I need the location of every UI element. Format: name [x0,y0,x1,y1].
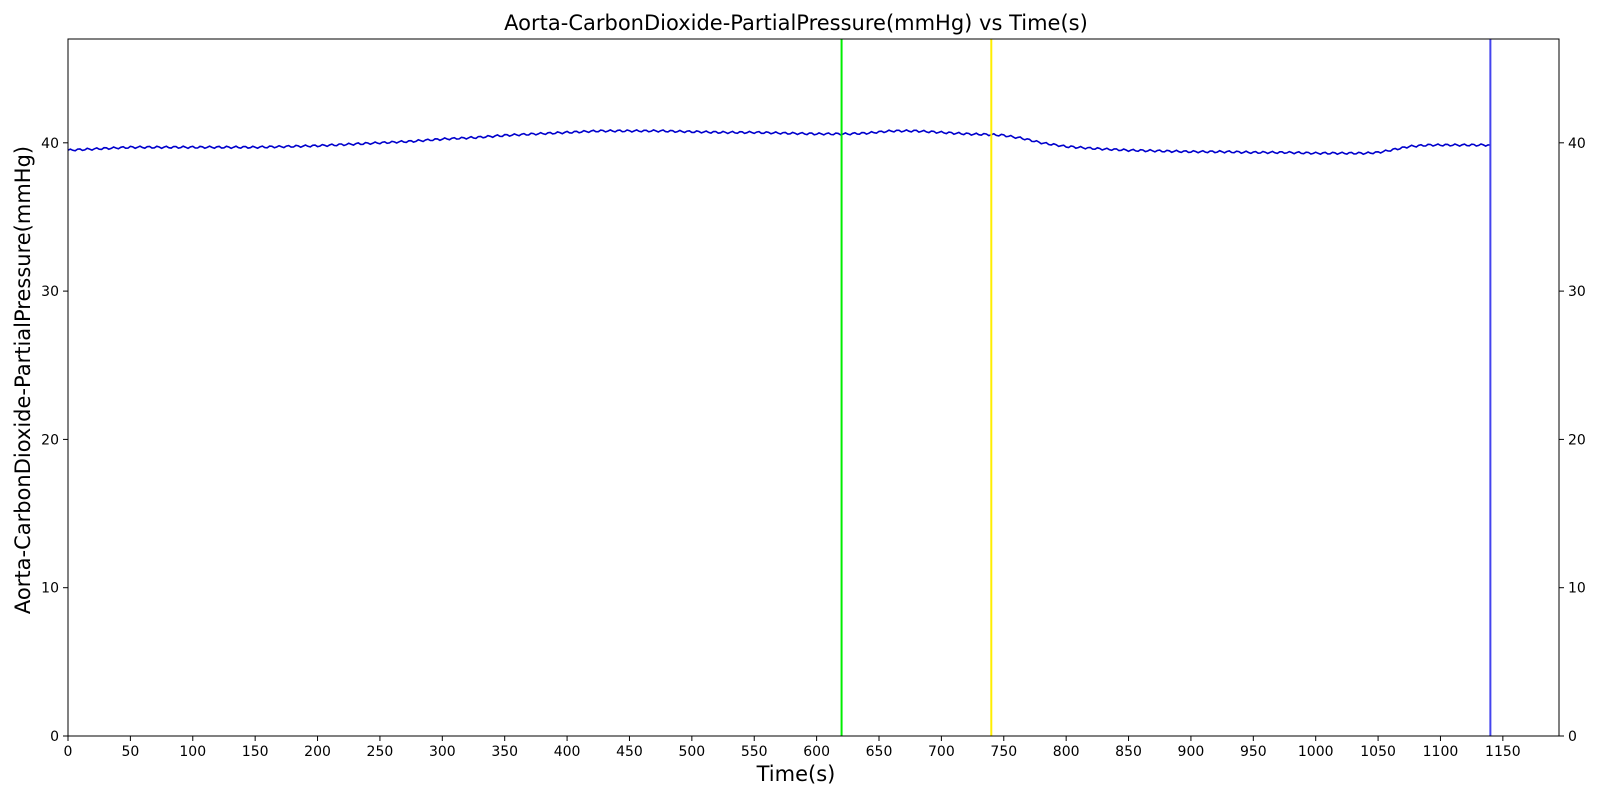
y-right-tick-label: 40 [1568,136,1586,152]
x-tick-label: 950 [1240,744,1267,760]
plot-area [67,39,1492,736]
x-axis-label: Time(s) [756,762,836,786]
x-tick-label: 300 [429,744,456,760]
x-tick-label: 800 [1053,744,1080,760]
y-axis-label: Aorta-CarbonDioxide-PartialPressure(mmHg… [11,146,35,614]
y-tick-label: 30 [41,284,59,300]
x-tick-label: 150 [242,744,269,760]
x-tick-label: 400 [554,744,581,760]
x-tick-label: 900 [1178,744,1205,760]
x-tick-label: 50 [121,744,139,760]
x-tick-label: 1100 [1423,744,1459,760]
series-line-0 [67,129,1491,156]
y-right-tick-label: 10 [1568,581,1586,597]
x-tick-label: 1000 [1298,744,1334,760]
x-tick-label: 550 [741,744,768,760]
x-tick-label: 200 [304,744,331,760]
x-tick-label: 600 [803,744,830,760]
x-tick-label: 650 [866,744,893,760]
x-tick-label: 700 [928,744,955,760]
y-tick-label: 0 [50,729,59,745]
y-right-tick-label: 20 [1568,432,1586,448]
chart-title: Aorta-CarbonDioxide-PartialPressure(mmHg… [504,11,1088,35]
y-right-tick-label: 30 [1568,284,1586,300]
x-tick-label: 1150 [1485,744,1521,760]
x-tick-label: 850 [1115,744,1142,760]
x-tick-label: 100 [179,744,206,760]
x-tick-label: 0 [64,744,73,760]
y-tick-label: 10 [41,581,59,597]
y-tick-label: 20 [41,432,59,448]
x-tick-label: 1050 [1360,744,1396,760]
x-tick-label: 500 [678,744,705,760]
x-tick-label: 250 [367,744,394,760]
y-right-tick-label: 0 [1568,729,1577,745]
y-tick-label: 40 [41,136,59,152]
x-tick-label: 450 [616,744,643,760]
plot-frame [67,38,1560,737]
x-tick-label: 750 [990,744,1017,760]
x-tick-label: 350 [491,744,518,760]
